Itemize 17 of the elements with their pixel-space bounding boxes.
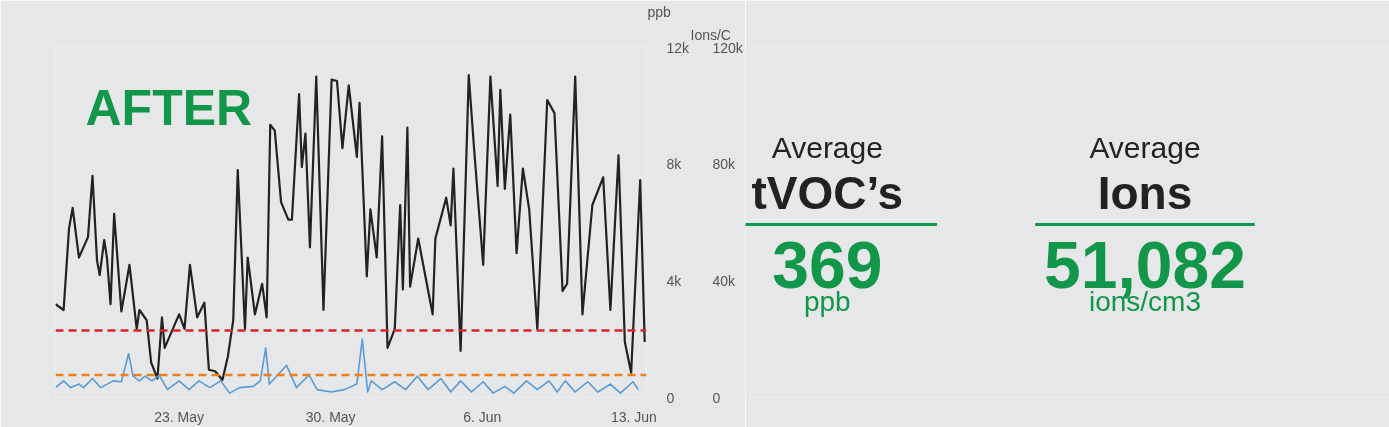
y-tick-label: 12k (666, 39, 691, 56)
y-tick-label: 0 (666, 389, 675, 406)
text: Ions (1097, 167, 1193, 220)
text: Average (1089, 131, 1201, 164)
y-tick-label: 4k (666, 272, 683, 289)
y2-tick-label: 40k (712, 272, 737, 289)
x-tick-label: 6. Jun (463, 408, 502, 425)
x-tick-label: 30. May (305, 408, 356, 425)
y-axis-title: ppb (647, 3, 672, 20)
x-tick-label: 13. Jun (610, 408, 657, 425)
y-tick-label: 8k (666, 156, 683, 173)
text: Average (771, 131, 883, 164)
text: AFTER (85, 79, 253, 136)
x-tick-label: 23. May (154, 408, 205, 425)
y2-tick-label: 0 (712, 389, 721, 406)
y2-tick-label: 80k (712, 156, 737, 173)
text: tVOC’s (751, 167, 904, 220)
